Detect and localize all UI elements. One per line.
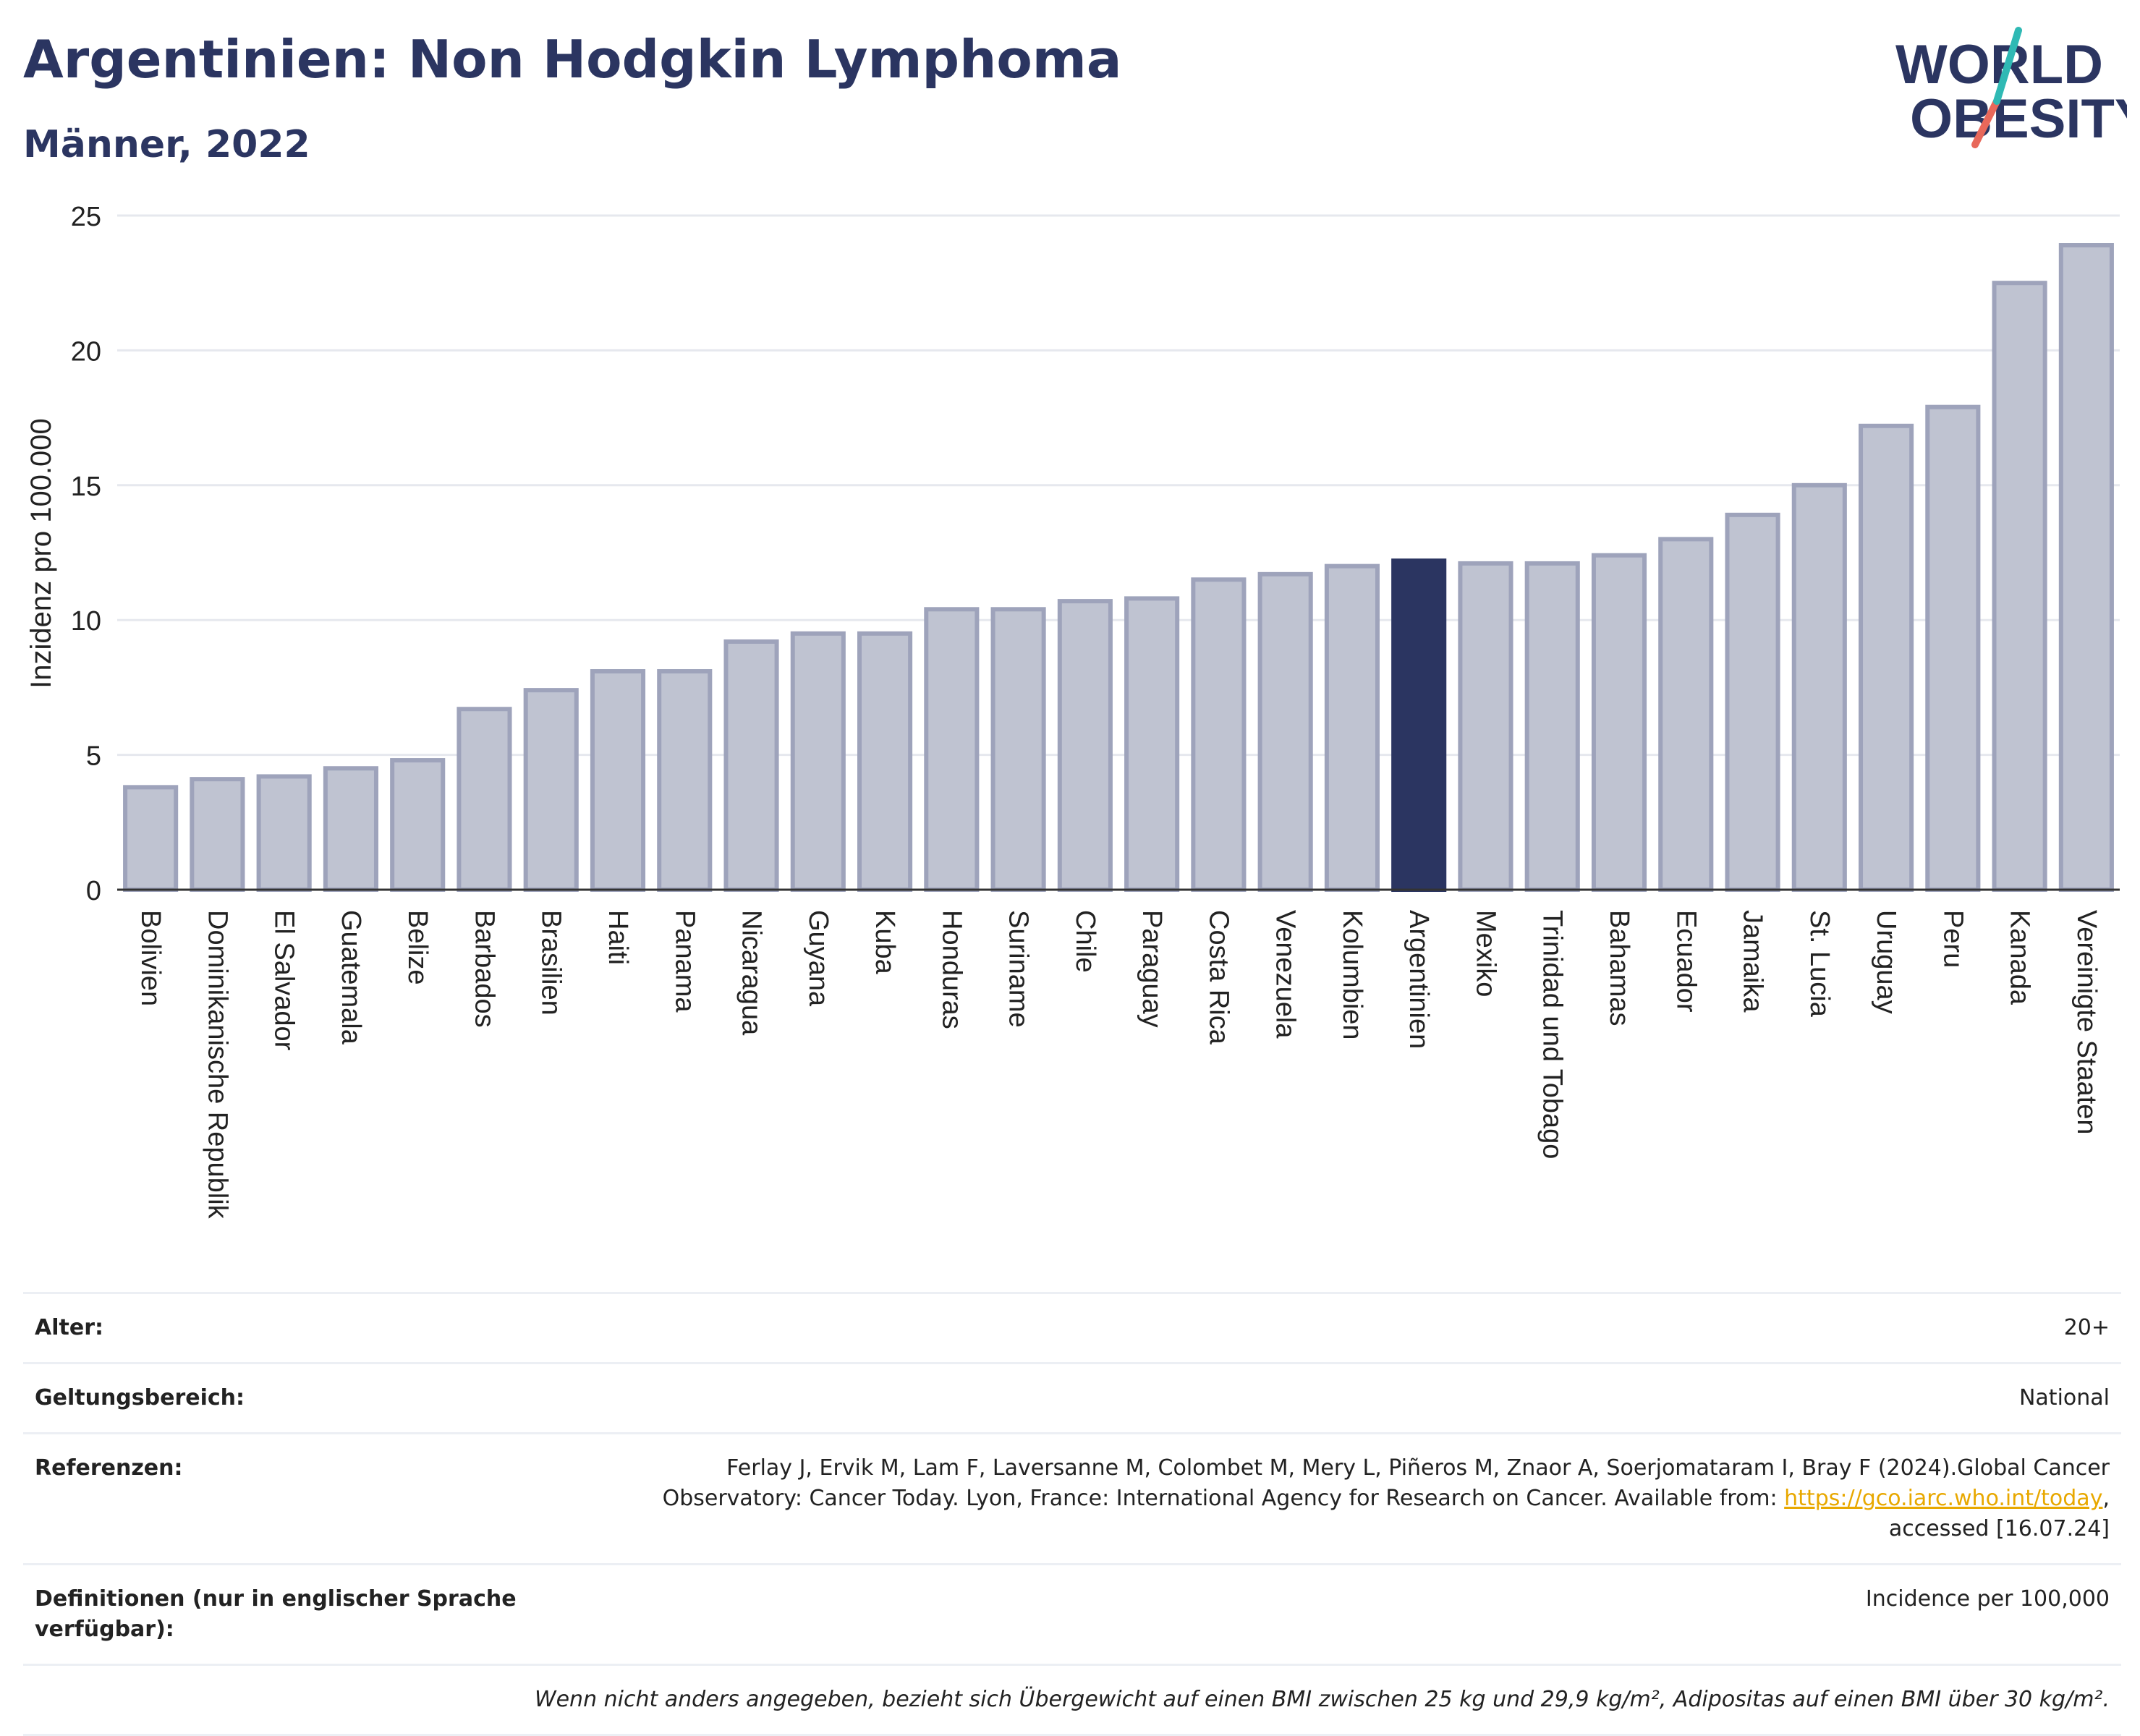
meta-refs-value: Ferlay J, Ervik M, Lam F, Laversanne M, … — [541, 1453, 2110, 1544]
bar-brasilien — [523, 688, 579, 892]
bar-peru — [1925, 404, 1981, 892]
bar-barbados — [457, 707, 512, 892]
bar-dominikanische-republik — [190, 777, 245, 892]
bar-chile — [1057, 599, 1113, 892]
meta-row-refs: Referenzen: Ferlay J, Ervik M, Lam F, La… — [23, 1432, 2121, 1563]
bar-nicaragua — [723, 639, 779, 892]
chart-subtitle: Männer, 2022 — [23, 123, 310, 166]
x-tick-label: Kuba — [870, 910, 900, 975]
y-tick-label: 5 — [86, 741, 101, 772]
x-tick-label: Chile — [1070, 910, 1100, 973]
y-tick-label: 15 — [71, 472, 101, 502]
meta-scope-label: Geltungsbereich: — [35, 1385, 245, 1410]
meta-row-definitions: Definitionen (nur in englischer Sprache … — [23, 1563, 2121, 1664]
bar-kolumbien — [1324, 563, 1380, 892]
bar-kuba — [857, 631, 913, 893]
bar-kanada — [1992, 281, 2047, 892]
bar-guyana — [790, 631, 846, 893]
footnote: Wenn nicht anders angegeben, bezieht sic… — [23, 1664, 2121, 1736]
x-tick-label: Peru — [1937, 910, 1968, 968]
bar-bolivien — [123, 785, 179, 892]
bar-st-lucia — [1791, 482, 1847, 892]
x-tick-label: Barbados — [469, 910, 499, 1028]
x-tick-label: Belize — [402, 910, 433, 985]
meta-scope-value: National — [2018, 1385, 2110, 1410]
bar-panama — [657, 669, 713, 892]
bars — [123, 243, 2114, 893]
x-tick-label: Guatemala — [336, 910, 366, 1045]
x-tick-label: Venezuela — [1270, 910, 1301, 1039]
bar-ecuador — [1658, 537, 1714, 892]
x-tick-label: Uruguay — [1871, 910, 1901, 1014]
refs-text-1: Ferlay J, Ervik M, Lam F, Laversanne M, … — [726, 1455, 2110, 1481]
x-tick-label: Argentinien — [1404, 910, 1434, 1049]
bar-guatemala — [323, 766, 378, 892]
refs-text-2: Observatory: Cancer Today. Lyon, France:… — [662, 1486, 1785, 1511]
bar-jamaika — [1725, 512, 1780, 893]
x-tick-label: Panama — [669, 910, 700, 1013]
logo-slash-teal — [1993, 27, 2022, 105]
metadata-table: Alter: 20+ Geltungsbereich: National Ref… — [23, 1292, 2121, 1736]
x-tick-label: Costa Rica — [1203, 910, 1234, 1045]
axes: 0 5 10 15 20 25 Bolivien Dominikanische Republi… — [71, 202, 2120, 1220]
bar-argentinien — [1391, 558, 1447, 893]
y-tick-label: 10 — [71, 606, 101, 637]
x-tick-label: Bolivien — [135, 910, 166, 1006]
meta-age-label: Alter: — [35, 1315, 103, 1340]
refs-link[interactable]: https://gco.iarc.who.int/today — [1784, 1486, 2103, 1511]
bar-belize — [390, 758, 446, 893]
x-tick-label: St. Lucia — [1804, 910, 1835, 1018]
logo-slash-coral — [1971, 98, 2000, 148]
x-tick-label: Vereinigte Staaten — [2071, 910, 2102, 1135]
x-tick-label: Brasilien — [536, 910, 566, 1016]
y-tick-label: 0 — [86, 876, 101, 906]
bar-uruguay — [1859, 423, 1914, 892]
bar-el-salvador — [256, 774, 312, 893]
x-tick-label: Suriname — [1003, 910, 1034, 1028]
bar-trinidad-und-tobago — [1524, 561, 1580, 892]
x-tick-label: Jamaika — [1738, 910, 1768, 1013]
x-tick-label: Trinidad und Tobago — [1537, 910, 1568, 1159]
x-tick-label: Ecuador — [1670, 910, 1701, 1013]
logo-text-bottom: OBESITY — [1910, 88, 2127, 150]
bar-costa-rica — [1191, 577, 1247, 893]
world-obesity-logo: WORLD OBESITY — [1881, 22, 2140, 159]
bar-paraguay — [1124, 596, 1180, 892]
bar-chart: 0 5 10 15 20 25 Bolivien Dominikanische Republi… — [25, 202, 2120, 1220]
x-tick-label: Mexiko — [1470, 910, 1500, 997]
x-tick-label: Kolumbien — [1337, 910, 1367, 1040]
y-axis-label: Inzidenz pro 100.000 — [25, 418, 57, 689]
bar-haiti — [590, 669, 646, 892]
x-tick-label: Haiti — [603, 910, 633, 965]
chart-title: Argentinien: Non Hodgkin Lymphoma — [23, 29, 1122, 90]
bar-bahamas — [1591, 553, 1647, 893]
meta-row-age: Alter: 20+ — [23, 1292, 2121, 1362]
x-tick-label: Bahamas — [1604, 910, 1634, 1026]
x-tick-label: El Salvador — [269, 910, 300, 1051]
meta-defs-value: Incidence per 100,000 — [1865, 1586, 2110, 1612]
x-tick-label: Dominikanische Republik — [202, 910, 232, 1220]
meta-defs-label: Definitionen (nur in englischer Sprache … — [35, 1586, 517, 1642]
refs-text-4: accessed [16.07.24] — [1888, 1516, 2110, 1541]
meta-row-scope: Geltungsbereich: National — [23, 1362, 2121, 1432]
bar-honduras — [924, 607, 980, 893]
meta-refs-label: Referenzen: — [35, 1455, 183, 1481]
x-tick-label: Honduras — [936, 910, 967, 1029]
y-tick-label: 25 — [71, 202, 101, 232]
bar-venezuela — [1257, 571, 1313, 892]
x-tick-label: Kanada — [2005, 910, 2035, 1005]
gridlines — [117, 214, 2120, 757]
meta-age-value: 20+ — [2063, 1315, 2110, 1340]
y-tick-label: 20 — [71, 336, 101, 367]
bar-mexiko — [1458, 561, 1513, 892]
x-tick-label: Guyana — [803, 910, 833, 1007]
bar-suriname — [990, 607, 1046, 893]
bar-vereinigte-staaten — [2058, 243, 2114, 893]
x-tick-label: Paraguay — [1137, 910, 1167, 1028]
x-tick-label: Nicaragua — [736, 910, 767, 1036]
refs-text-3: , — [2102, 1486, 2110, 1511]
